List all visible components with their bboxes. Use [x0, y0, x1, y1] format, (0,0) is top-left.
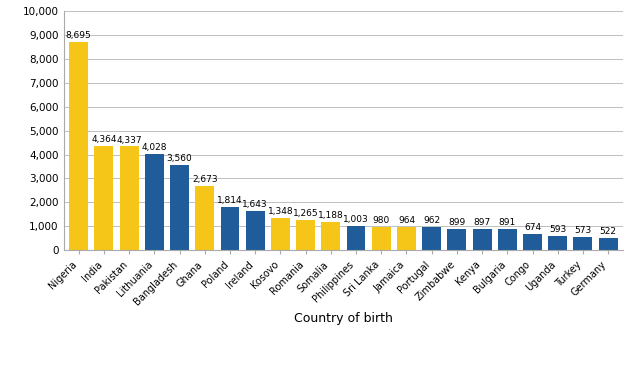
Text: 962: 962	[423, 216, 440, 225]
Bar	[523, 234, 542, 250]
Text: 8,695: 8,695	[66, 31, 92, 40]
Bar	[397, 227, 416, 250]
Text: 4,364: 4,364	[91, 135, 116, 144]
Text: 593: 593	[549, 225, 566, 234]
Bar	[271, 218, 290, 250]
Text: 891: 891	[499, 218, 516, 227]
Bar	[347, 226, 366, 250]
Bar	[245, 211, 265, 250]
Text: 674: 674	[524, 223, 541, 232]
Bar	[598, 238, 618, 250]
Bar	[145, 154, 164, 250]
Bar	[170, 165, 189, 250]
Bar	[120, 146, 139, 250]
Bar	[422, 227, 441, 250]
Bar	[95, 146, 113, 250]
Text: 980: 980	[373, 216, 390, 225]
Text: 897: 897	[473, 218, 491, 227]
Text: 2,673: 2,673	[192, 176, 218, 184]
Text: 1,265: 1,265	[293, 209, 319, 218]
Bar	[195, 186, 214, 250]
Bar	[372, 227, 391, 250]
Bar	[574, 237, 592, 250]
Bar	[448, 229, 466, 250]
Text: 4,337: 4,337	[116, 135, 142, 145]
Bar	[69, 42, 88, 250]
X-axis label: Country of birth: Country of birth	[294, 312, 393, 325]
Text: 1,814: 1,814	[217, 196, 243, 205]
Text: 899: 899	[448, 218, 466, 227]
Text: 573: 573	[574, 226, 591, 235]
Text: 4,028: 4,028	[142, 143, 167, 152]
Bar	[321, 222, 340, 250]
Bar	[296, 220, 315, 250]
Text: 1,188: 1,188	[318, 211, 343, 220]
Bar	[498, 229, 517, 250]
Bar	[473, 229, 492, 250]
Text: 1,643: 1,643	[242, 200, 268, 209]
Text: 3,560: 3,560	[167, 154, 193, 163]
Text: 1,348: 1,348	[268, 207, 293, 216]
Text: 964: 964	[398, 216, 415, 225]
Bar	[221, 207, 239, 250]
Bar	[548, 236, 567, 250]
Text: 522: 522	[600, 227, 617, 236]
Text: 1,003: 1,003	[343, 215, 369, 224]
